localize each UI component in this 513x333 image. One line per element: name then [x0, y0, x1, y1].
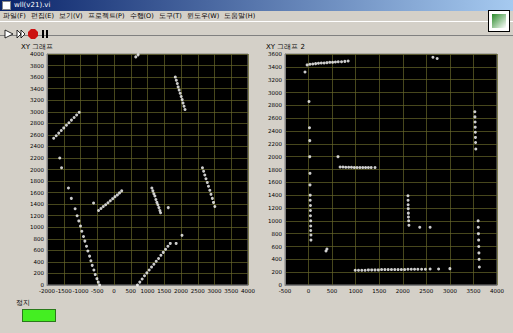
svg-text:1000: 1000: [30, 224, 44, 230]
svg-text:-1500: -1500: [56, 288, 72, 294]
svg-text:3200: 3200: [268, 77, 282, 83]
svg-text:1600: 1600: [30, 190, 44, 196]
svg-text:2000: 2000: [268, 154, 282, 160]
html-text:정지: 정지: [16, 299, 30, 307]
svg-text:3000: 3000: [208, 288, 222, 294]
svg-text:2600: 2600: [30, 132, 44, 138]
html-text:wll(v21).vi: wll(v21).vi: [14, 1, 51, 9]
svg-text:3000: 3000: [268, 90, 282, 96]
svg-text:3800: 3800: [30, 63, 44, 69]
svg-text:1000: 1000: [268, 218, 282, 224]
svg-text:XY 그래프: XY 그래프: [21, 43, 53, 51]
svg-text:-1000: -1000: [73, 288, 89, 294]
html-text:윈도우(W): 윈도우(W): [186, 12, 220, 20]
svg-text:200: 200: [34, 270, 45, 276]
html-text:수행(O): 수행(O): [129, 12, 154, 20]
svg-text:400: 400: [34, 259, 45, 265]
svg-text:0: 0: [307, 288, 311, 294]
svg-text:2600: 2600: [268, 115, 282, 121]
svg-text:600: 600: [34, 247, 45, 253]
svg-text:XY 그래프 2: XY 그래프 2: [266, 43, 305, 51]
svg-text:3600: 3600: [268, 51, 282, 57]
svg-text:3200: 3200: [30, 97, 44, 103]
html-text:도움말(H): 도움말(H): [224, 12, 256, 20]
svg-text:1400: 1400: [268, 192, 282, 198]
svg-text:2000: 2000: [30, 167, 44, 173]
svg-text:800: 800: [272, 231, 283, 237]
svg-text:1600: 1600: [268, 179, 282, 185]
svg-text:1500: 1500: [157, 288, 171, 294]
svg-text:3500: 3500: [224, 288, 238, 294]
svg-text:3500: 3500: [466, 288, 480, 294]
svg-text:2400: 2400: [30, 143, 44, 149]
svg-text:1800: 1800: [30, 178, 44, 184]
svg-text:2800: 2800: [30, 120, 44, 126]
svg-text:2500: 2500: [191, 288, 205, 294]
svg-text:2200: 2200: [30, 155, 44, 161]
svg-text:0: 0: [278, 282, 282, 288]
svg-text:2200: 2200: [268, 141, 282, 147]
svg-text:2500: 2500: [419, 288, 433, 294]
html-text:파일(F): 파일(F): [3, 12, 26, 20]
svg-text:1500: 1500: [372, 288, 386, 294]
svg-text:3000: 3000: [30, 109, 44, 115]
svg-text:2000: 2000: [174, 288, 188, 294]
svg-text:400: 400: [272, 256, 283, 262]
svg-text:0: 0: [40, 282, 44, 288]
svg-text:-500: -500: [91, 288, 104, 294]
svg-text:4000: 4000: [241, 288, 255, 294]
html-text:프로젝트(P): 프로젝트(P): [87, 12, 125, 20]
svg-text:3400: 3400: [30, 86, 44, 92]
svg-text:500: 500: [327, 288, 338, 294]
svg-text:1200: 1200: [30, 213, 44, 219]
svg-text:1000: 1000: [349, 288, 363, 294]
svg-text:4000: 4000: [30, 51, 44, 57]
svg-text:1200: 1200: [268, 205, 282, 211]
svg-text:1000: 1000: [141, 288, 155, 294]
svg-text:4000: 4000: [490, 288, 504, 294]
svg-text:-500: -500: [279, 288, 292, 294]
svg-text:500: 500: [126, 288, 137, 294]
svg-text:1800: 1800: [268, 167, 282, 173]
svg-text:3400: 3400: [268, 64, 282, 70]
svg-text:2400: 2400: [268, 128, 282, 134]
svg-text:800: 800: [34, 236, 45, 242]
svg-text:600: 600: [272, 244, 283, 250]
svg-text:3600: 3600: [30, 74, 44, 80]
html-text:도구(T): 도구(T): [158, 12, 182, 20]
svg-text:2800: 2800: [268, 102, 282, 108]
html-text:보기(V): 보기(V): [59, 12, 83, 20]
svg-text:0: 0: [112, 288, 116, 294]
html-text:편집(E): 편집(E): [30, 12, 54, 20]
svg-text:-2000: -2000: [39, 288, 55, 294]
svg-text:3000: 3000: [443, 288, 457, 294]
svg-text:1400: 1400: [30, 201, 44, 207]
svg-text:200: 200: [272, 269, 283, 275]
svg-text:2000: 2000: [396, 288, 410, 294]
